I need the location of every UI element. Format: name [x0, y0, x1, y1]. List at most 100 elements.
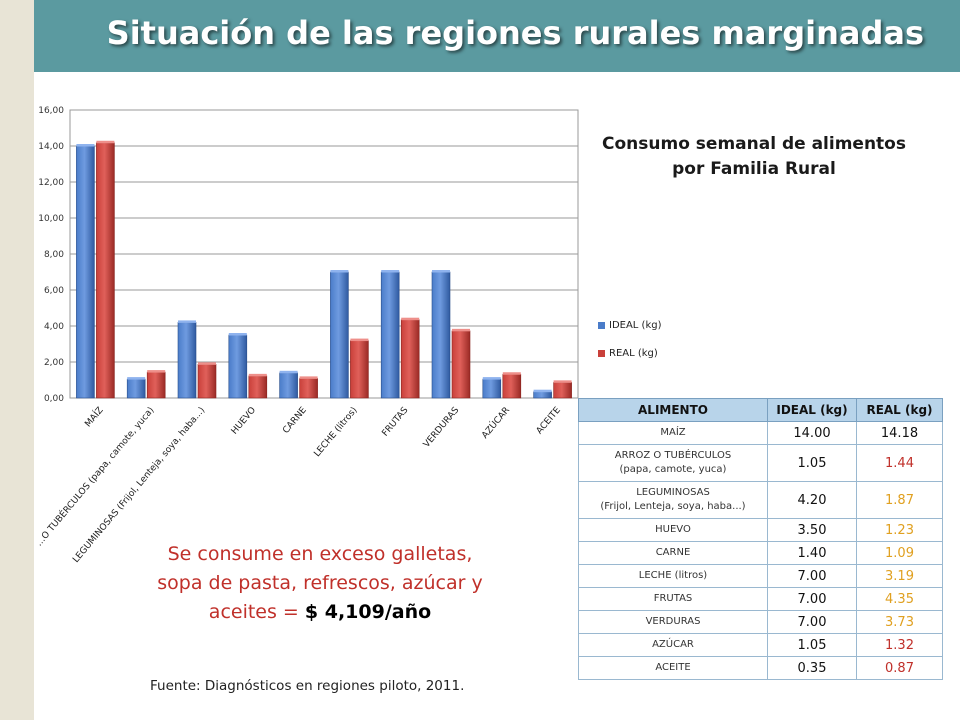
table-cell-ideal: 4.20 [767, 481, 857, 519]
chart-legend: IDEAL (kg) REAL (kg) [598, 318, 662, 374]
bar-real-top [553, 380, 572, 383]
legend-item-real: REAL (kg) [598, 346, 662, 360]
table-cell-ideal: 7.00 [767, 587, 857, 611]
table-header-ideal: IDEAL (kg) [767, 398, 857, 422]
x-tick-label: …O TUBÉRCULOS (papa, camote, yuca) [33, 404, 157, 548]
bar-ideal-top [432, 270, 450, 273]
table-header-real: REAL (kg) [856, 398, 943, 422]
bar-ideal-top [279, 370, 298, 374]
table-row: CARNE 1.40 1.09 [578, 541, 943, 565]
bar-ideal-top [178, 320, 196, 323]
table-cell-ideal: 7.00 [767, 610, 857, 634]
table-cell-ideal: 1.40 [767, 541, 857, 565]
x-tick-label: ACEITE [535, 405, 563, 436]
bar-ideal-top [228, 333, 247, 336]
y-tick-label: 2,00 [44, 358, 64, 368]
table-cell-real: 3.19 [856, 564, 943, 588]
table-cell-alimento: CARNE [578, 541, 768, 565]
consumption-table: ALIMENTO IDEAL (kg) REAL (kg) MAÍZ 14.00 1… [578, 398, 943, 680]
alimento-text-line: (Frijol, Lenteja, soya, haba...) [600, 501, 746, 512]
bar-real-top [147, 370, 166, 373]
legend-swatch-ideal [598, 321, 605, 329]
table-cell-ideal: 0.35 [767, 656, 857, 680]
bar-real [350, 340, 369, 399]
bar-real-top [350, 338, 369, 342]
chart-title: Consumo semanal de alimentos por Familia… [578, 132, 930, 182]
alimento-text-line: LECHE (litros) [638, 570, 708, 581]
table-cell-alimento: MAÍZ [578, 421, 768, 445]
bar-real [146, 371, 166, 399]
bar-real [299, 378, 318, 399]
bar-real [451, 330, 471, 399]
source-note: Fuente: Diagnósticos en regiones piloto,… [150, 678, 465, 694]
table-header-alimento: ALIMENTO [578, 398, 768, 422]
table-cell-alimento: LEGUMINOSAS (Frijol, Lenteja, soya, haba.… [578, 481, 768, 519]
bar-real [96, 142, 115, 399]
bar-real [400, 319, 420, 399]
bar-ideal [76, 145, 95, 399]
y-tick-label: 16,00 [38, 106, 64, 116]
remark-line-3: aceites = $ 4,109/año [120, 598, 520, 627]
left-decor-strip [0, 0, 34, 720]
alimento-text-line: MAÍZ [660, 427, 686, 438]
alimento-text-line: (papa, camote, yuca) [619, 464, 727, 475]
table-row: AZÚCAR 1.05 1.32 [578, 633, 943, 657]
table-cell-ideal: 14.00 [767, 421, 857, 445]
bar-ideal-top [330, 270, 349, 273]
chart-title-line-2: por Familia Rural [672, 159, 836, 179]
bar-real-top [502, 372, 521, 375]
bar-real [248, 375, 268, 399]
y-tick-label: 14,00 [38, 142, 64, 152]
table-row: HUEVO 3.50 1.23 [578, 518, 943, 542]
table-cell-alimento: FRUTAS [578, 587, 768, 611]
table-cell-real: 14.18 [856, 421, 943, 445]
alimento-text-line: AZÚCAR [652, 639, 694, 650]
table-row: MAÍZ 14.00 14.18 [578, 421, 943, 445]
bar-real [197, 364, 217, 399]
y-tick-label: 10,00 [38, 214, 64, 224]
x-tick-label: VERDURAS [422, 405, 462, 449]
bar-real-top [198, 362, 216, 365]
x-tick-label: FRUTAS [381, 405, 411, 438]
consumption-remark: Se consume en exceso galletas, sopa de p… [120, 540, 520, 627]
legend-label-real: REAL (kg) [609, 347, 658, 359]
bar-real-top [96, 140, 115, 144]
y-tick-label: 4,00 [44, 322, 64, 332]
bar-ideal [380, 271, 400, 399]
title-bar: Situación de las regiones rurales margin… [34, 0, 960, 72]
table-cell-ideal: 1.05 [767, 444, 857, 482]
legend-label-ideal: IDEAL (kg) [609, 319, 662, 331]
table-cell-alimento: AZÚCAR [578, 633, 768, 657]
alimento-text-line: VERDURAS [645, 616, 701, 627]
table-cell-alimento: HUEVO [578, 518, 768, 542]
table-row: FRUTAS 7.00 4.35 [578, 587, 943, 611]
table-cell-ideal: 1.05 [767, 633, 857, 657]
bar-ideal [279, 372, 298, 399]
bar-ideal [431, 271, 451, 399]
alimento-text-line: HUEVO [655, 524, 691, 535]
table-body: MAÍZ 14.00 14.18 ARROZ O TUBÉRCULOS (papa, c… [578, 421, 943, 680]
alimento-text-line: ACEITE [655, 662, 691, 673]
bar-ideal-top [381, 270, 400, 273]
bar-ideal-top [482, 377, 501, 380]
table-cell-real: 3.73 [856, 610, 943, 634]
table-row: LEGUMINOSAS (Frijol, Lenteja, soya, haba.… [578, 481, 943, 519]
table-cell-ideal: 7.00 [767, 564, 857, 588]
bar-ideal [126, 378, 146, 399]
table-cell-real: 0.87 [856, 656, 943, 680]
legend-swatch-real [598, 349, 605, 357]
y-tick-label: 12,00 [38, 178, 64, 188]
bar-ideal-top [76, 144, 95, 147]
bar-ideal-top [533, 389, 552, 393]
table-row: ARROZ O TUBÉRCULOS (papa, camote, yuca) 1.… [578, 444, 943, 482]
bar-ideal [330, 271, 349, 399]
remark-line-1: Se consume en exceso galletas, [167, 543, 473, 565]
remark-line-3-prefix: aceites = [208, 601, 305, 623]
x-tick-label: MAÍZ [82, 404, 106, 429]
table-cell-real: 1.09 [856, 541, 943, 565]
bar-real-top [299, 376, 318, 379]
table-cell-alimento: ACEITE [578, 656, 768, 680]
remark-amount: $ 4,109/año [304, 601, 432, 623]
table-row: LECHE (litros) 7.00 3.19 [578, 564, 943, 588]
